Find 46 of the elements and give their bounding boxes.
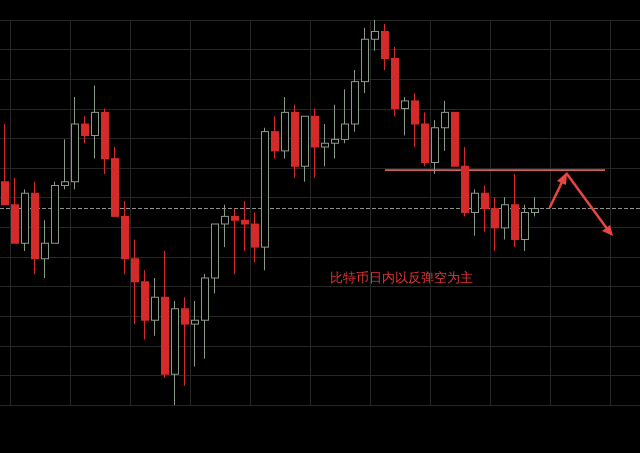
candlestick <box>421 112 429 167</box>
candlestick <box>41 220 49 278</box>
candlestick <box>251 212 259 264</box>
candlestick <box>171 300 179 406</box>
candlestick <box>411 92 419 148</box>
candlestick <box>241 200 249 252</box>
candlestick <box>371 20 379 52</box>
candlestick <box>161 250 169 379</box>
candlestick <box>191 300 199 367</box>
candlestick <box>91 84 99 160</box>
candlestick <box>271 116 279 160</box>
candlestick <box>431 120 439 174</box>
candlestick <box>361 27 369 94</box>
candlestick <box>111 146 119 217</box>
candlestick <box>441 100 449 152</box>
candlestick <box>321 123 329 167</box>
candlestick <box>231 208 239 275</box>
candlestick <box>11 177 19 244</box>
candlestick <box>491 196 499 252</box>
candlestick <box>341 88 349 144</box>
candlestick <box>101 108 109 174</box>
candlestick <box>61 138 69 190</box>
candlestick <box>391 46 399 117</box>
candlestick <box>31 181 39 275</box>
candlestick <box>301 116 309 182</box>
candlestick <box>201 274 209 360</box>
candlestick <box>511 174 519 248</box>
candlestick <box>291 104 299 178</box>
candlestick <box>131 238 139 325</box>
candlestick <box>481 185 489 232</box>
candlestick <box>141 270 149 340</box>
candlestick <box>401 96 409 136</box>
candlestick <box>1 123 9 206</box>
candlestick <box>71 96 79 190</box>
candlestick <box>151 277 159 336</box>
candlestick <box>81 116 89 144</box>
candlestick <box>181 296 189 386</box>
candlestick <box>281 96 289 160</box>
candlestick <box>211 224 219 294</box>
candlestick <box>121 200 129 275</box>
candlestick <box>331 104 339 160</box>
candlestick <box>311 108 319 178</box>
candlestick <box>451 112 459 167</box>
candlestick <box>381 23 389 71</box>
candlestick <box>351 70 359 132</box>
candlestick <box>461 146 469 217</box>
